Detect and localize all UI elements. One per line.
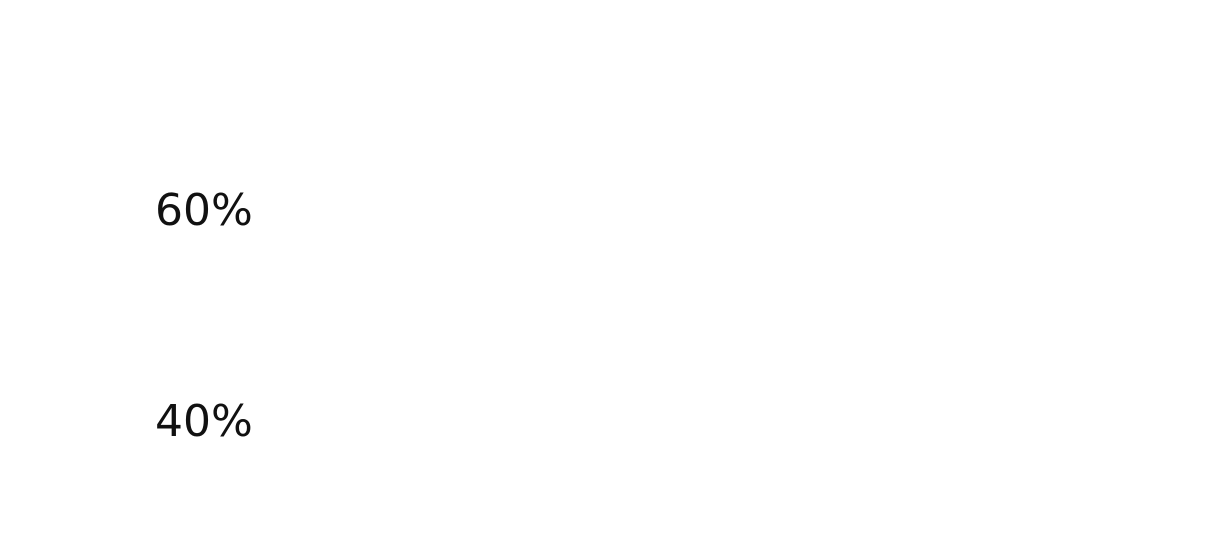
y-tick-label: 60%	[155, 185, 253, 236]
y-axis-ticks: 60% 40%	[155, 185, 253, 447]
y-tick-label: 40%	[155, 396, 253, 447]
